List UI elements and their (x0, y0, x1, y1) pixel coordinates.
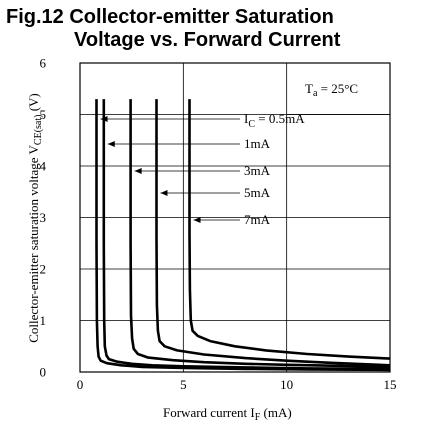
series-label-4: 5mA (244, 185, 271, 200)
leader-arrow-4 (160, 190, 168, 196)
leader-arrow-1 (100, 116, 108, 122)
y-tick-label: 1 (40, 313, 47, 328)
x-axis-label: Forward current IF (mA) (163, 405, 292, 423)
y-tick-label: 4 (40, 159, 47, 174)
series-line-4 (155, 99, 391, 367)
series-label-5: 7mA (244, 212, 271, 227)
condition-box: Ta = 25°C (286, 81, 390, 115)
y-tick-label: 0 (40, 365, 47, 380)
chart-title-line1: Fig.12 Collector-emitter Saturation (6, 6, 334, 28)
y-tick-label: 2 (40, 262, 47, 277)
series-line-2 (102, 99, 391, 371)
chart-title: Fig.12 Collector-emitter Saturation Volt… (0, 6, 436, 52)
y-tick-label: 6 (40, 56, 47, 71)
leader-arrow-2 (107, 141, 115, 147)
series-line-5 (188, 99, 391, 360)
axis-ticks: 0 5 10 15 0 1 2 3 4 5 6 (40, 56, 397, 393)
x-tick-label: 0 (77, 377, 84, 392)
plot-frame (79, 62, 391, 373)
leader-arrow-5 (193, 217, 201, 223)
series-line-3 (129, 99, 391, 369)
x-tick-label: 10 (280, 377, 293, 392)
x-tick-label: 5 (180, 377, 187, 392)
series-label-2: 1mA (244, 136, 271, 151)
series-lines (95, 99, 391, 372)
condition-label: Ta = 25°C (305, 81, 358, 99)
chart-title-line2: Voltage vs. Forward Current (74, 29, 341, 51)
y-axis-label: Collector-emitter saturation voltage VCE… (26, 93, 44, 343)
y-tick-label: 5 (40, 107, 47, 122)
x-tick-label: 15 (384, 377, 397, 392)
series-line-1 (95, 99, 391, 372)
axis-labels: Forward current IF (mA) Collector-emitter… (26, 93, 292, 423)
series-label-1: IC = 0.5mA (244, 111, 305, 130)
leader-arrow-3 (134, 168, 142, 174)
y-tick-label: 3 (40, 210, 47, 225)
series-label-3: 3mA (244, 163, 271, 178)
grid-lines (80, 63, 390, 372)
